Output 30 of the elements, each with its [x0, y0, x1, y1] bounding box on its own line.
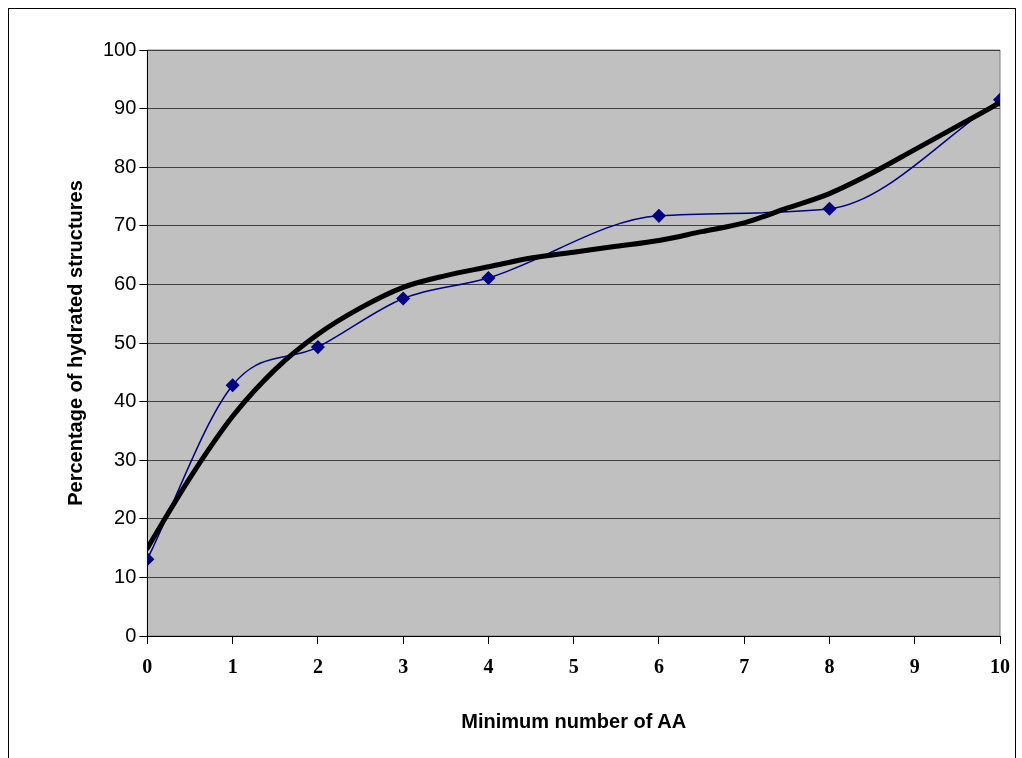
point [396, 291, 410, 306]
x-tick-label: 0 [142, 655, 153, 678]
y-tick-label: 0 [125, 623, 137, 646]
y-tick-label: 90 [114, 96, 137, 119]
y-tick-label: 50 [114, 330, 137, 353]
point [822, 202, 837, 216]
point [311, 340, 325, 354]
y-tick-label: 60 [114, 271, 137, 294]
y-tick-label: 40 [114, 389, 137, 412]
x-tick-label: 1 [227, 655, 238, 678]
point [225, 378, 240, 392]
x-tick-label: 5 [568, 655, 579, 678]
x-tick-label: 6 [653, 655, 664, 678]
x-tick-label: 3 [398, 655, 409, 678]
x-tick-label: 7 [739, 655, 750, 678]
y-axis-title: Percentage of hydrated structures [63, 180, 86, 506]
x-tick-label: 4 [483, 655, 494, 678]
point [481, 271, 496, 285]
x-tick-label: 9 [909, 655, 920, 678]
y-tick-label: 80 [114, 154, 137, 177]
y-tick-label: 70 [114, 213, 137, 236]
point [652, 209, 666, 223]
y-tick-label: 10 [114, 564, 137, 587]
x-axis-title: Minimum number of AA [461, 709, 687, 732]
y-tick-label: 30 [114, 447, 137, 470]
y-tick-label: 20 [114, 506, 137, 529]
x-tick-label: 8 [824, 655, 835, 678]
x-tick-label: 10 [990, 655, 1010, 678]
y-tick-label: 100 [102, 37, 137, 60]
x-tick-label: 2 [312, 655, 323, 678]
